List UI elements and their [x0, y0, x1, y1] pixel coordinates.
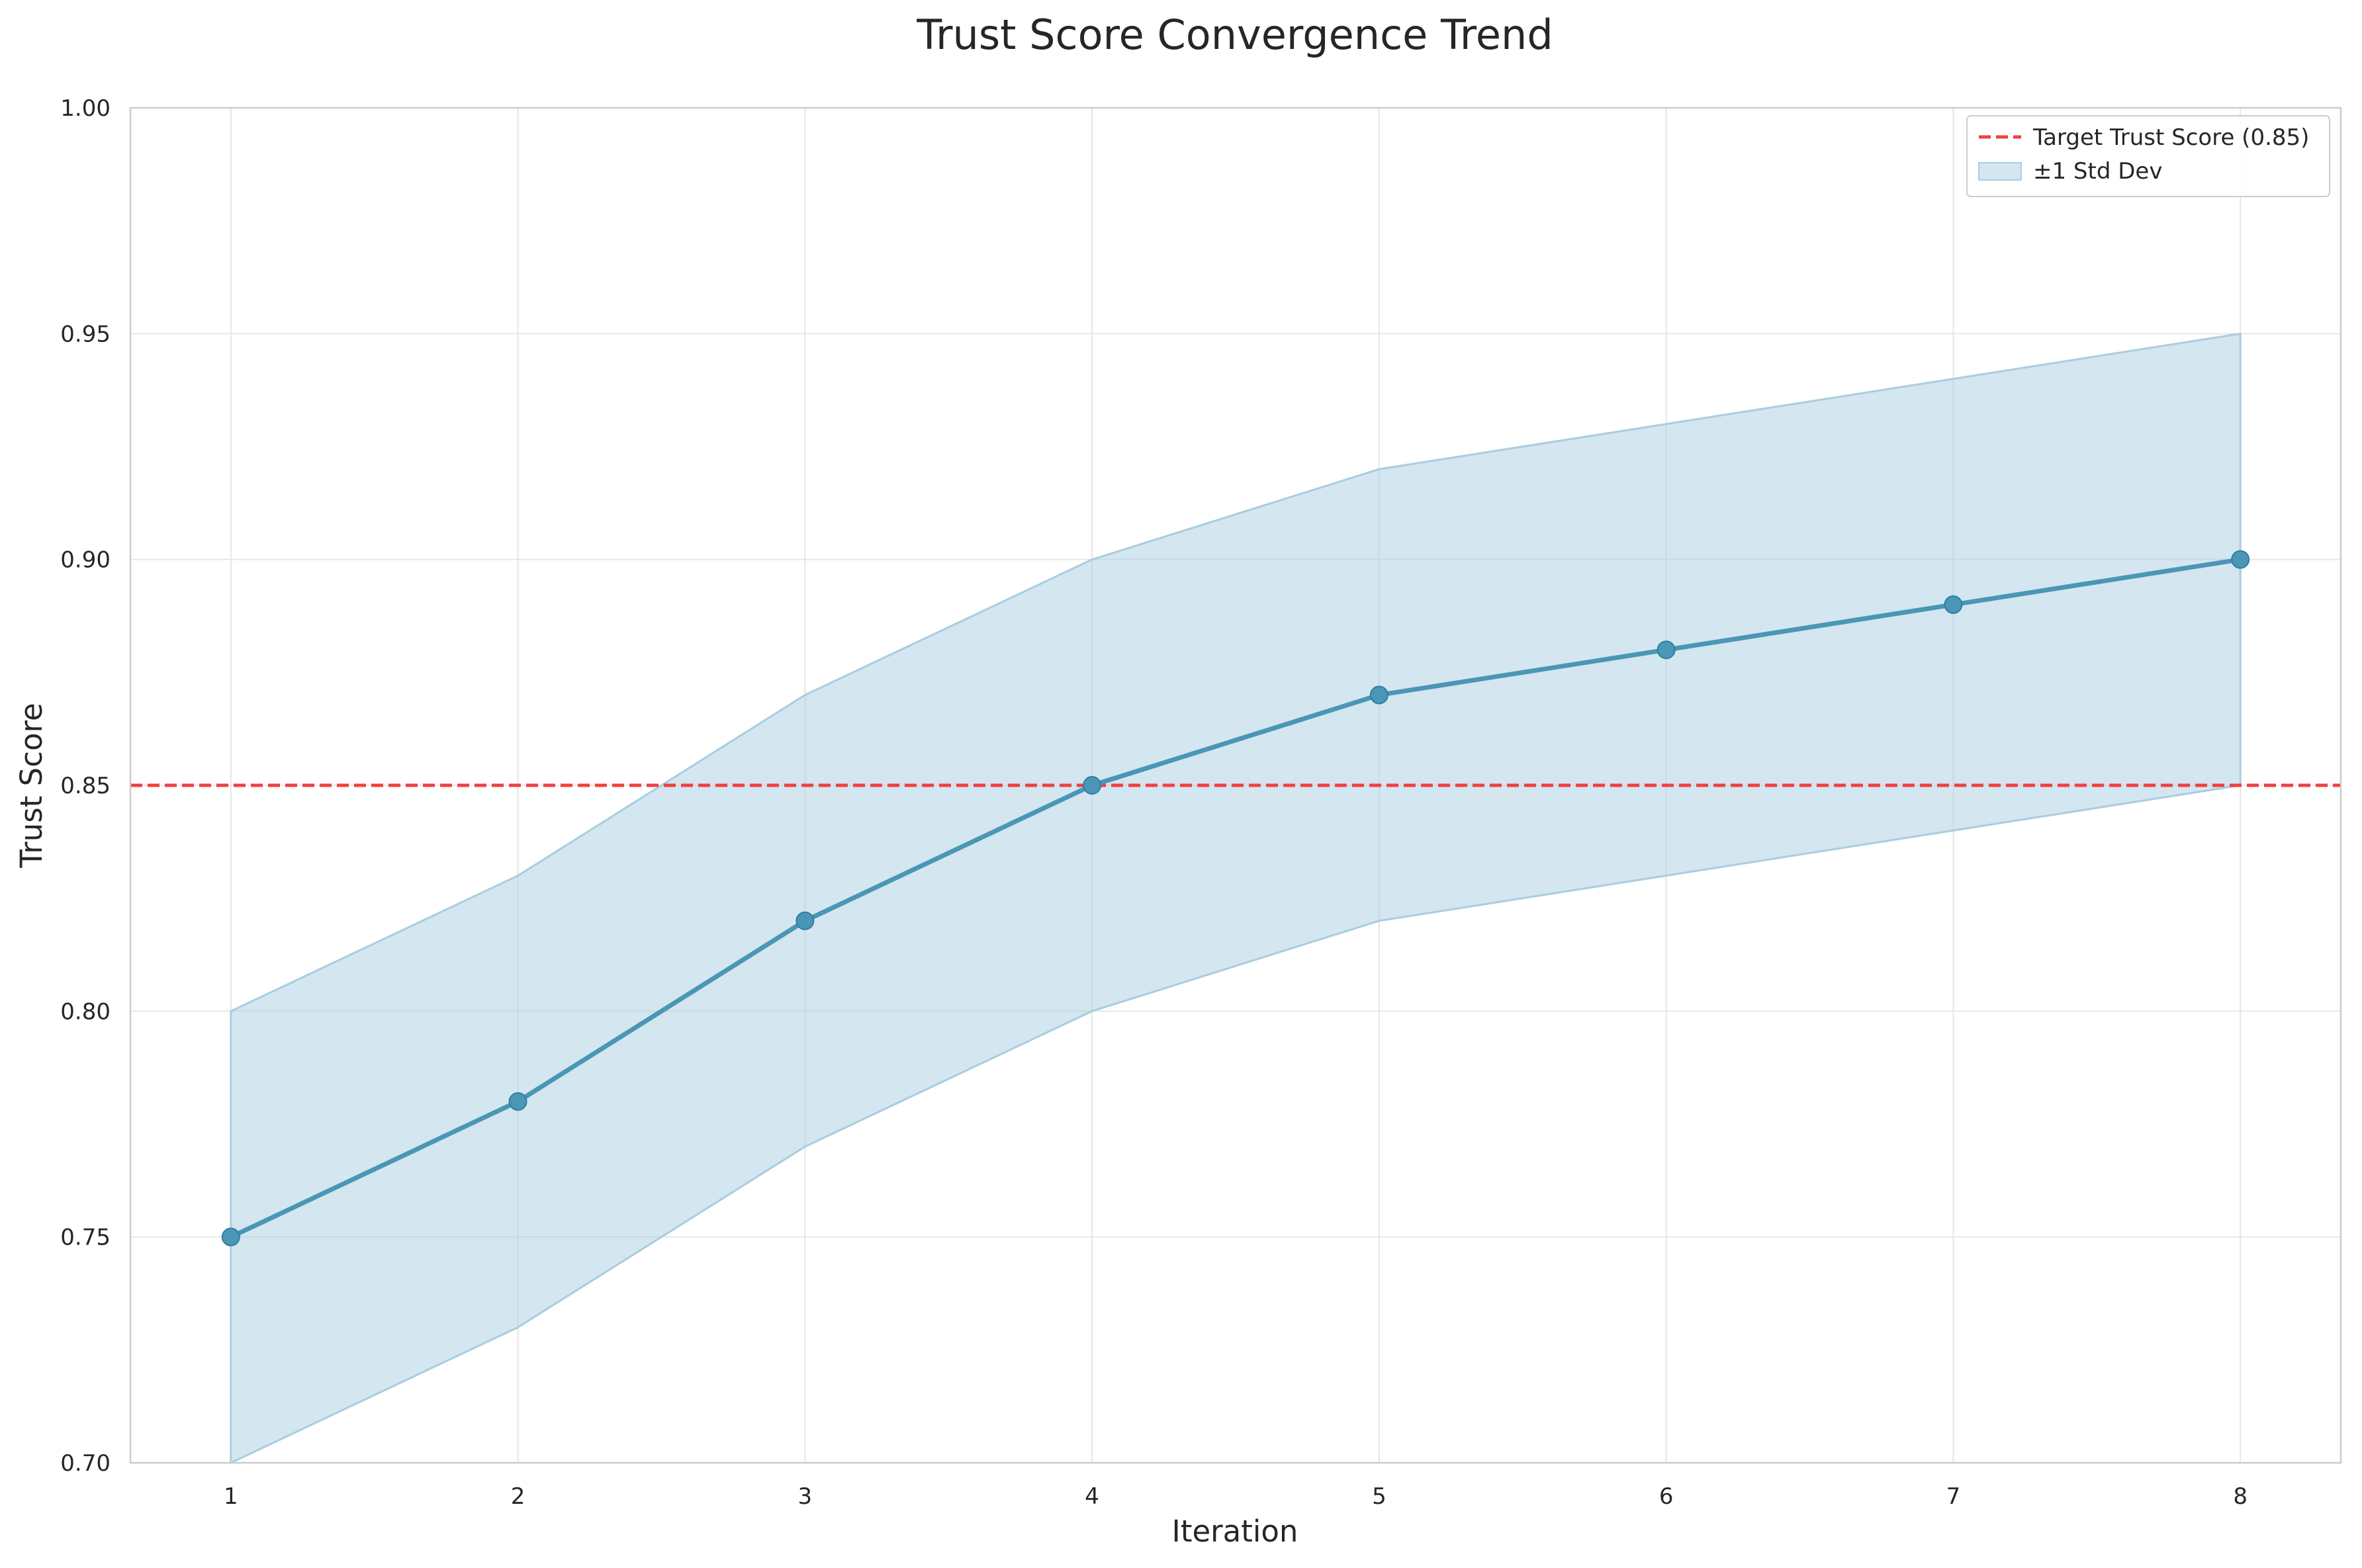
plot-frame	[129, 107, 2342, 1464]
x-tick-label: 2	[511, 1483, 525, 1510]
legend-frame	[1966, 115, 2330, 197]
y-tick-label: 0.75	[60, 1225, 111, 1251]
trust-score-point	[2231, 550, 2250, 569]
trust-score-point	[795, 911, 815, 930]
x-tick-label: 1	[224, 1483, 238, 1510]
legend-band-swatch	[1978, 162, 2022, 181]
legend-band-label: ±1 Std Dev	[2033, 158, 2162, 185]
x-axis-label: Iteration	[1172, 1514, 1298, 1549]
legend-target-label: Target Trust Score (0.85)	[2032, 124, 2309, 151]
series-layer	[221, 550, 2250, 1246]
y-axis-label: Trust Score	[14, 703, 49, 868]
trust-score-point	[1083, 776, 1102, 795]
y-tick-label: 0.85	[60, 773, 111, 799]
x-tick-label: 4	[1085, 1483, 1099, 1510]
trust-score-line	[228, 557, 2243, 1240]
y-tick-label: 0.70	[60, 1450, 111, 1477]
y-tick-label: 0.80	[60, 998, 111, 1025]
trust-score-point	[221, 1227, 240, 1246]
trust-score-point	[1944, 595, 1963, 614]
trust-score-point	[1369, 685, 1388, 705]
trust-score-point	[1657, 640, 1676, 660]
x-tick-label: 8	[2233, 1483, 2248, 1510]
x-tick-labels: 1 2 3 4 5 6 7 8	[224, 1483, 2248, 1510]
x-tick-label: 6	[1659, 1483, 1674, 1510]
y-tick-label: 1.00	[60, 95, 111, 122]
x-tick-label: 5	[1372, 1483, 1386, 1510]
y-tick-labels: 0.70 0.75 0.80 0.85 0.90 0.95 1.00	[60, 95, 111, 1477]
x-tick-label: 7	[1946, 1483, 1961, 1510]
x-tick-label: 3	[798, 1483, 813, 1510]
y-tick-label: 0.95	[60, 321, 111, 347]
y-tick-label: 0.90	[60, 547, 111, 574]
legend: Target Trust Score (0.85) ±1 Std Dev	[1966, 115, 2330, 197]
trust-score-point	[508, 1092, 527, 1111]
chart-title: Trust Score Convergence Trend	[916, 11, 1553, 59]
